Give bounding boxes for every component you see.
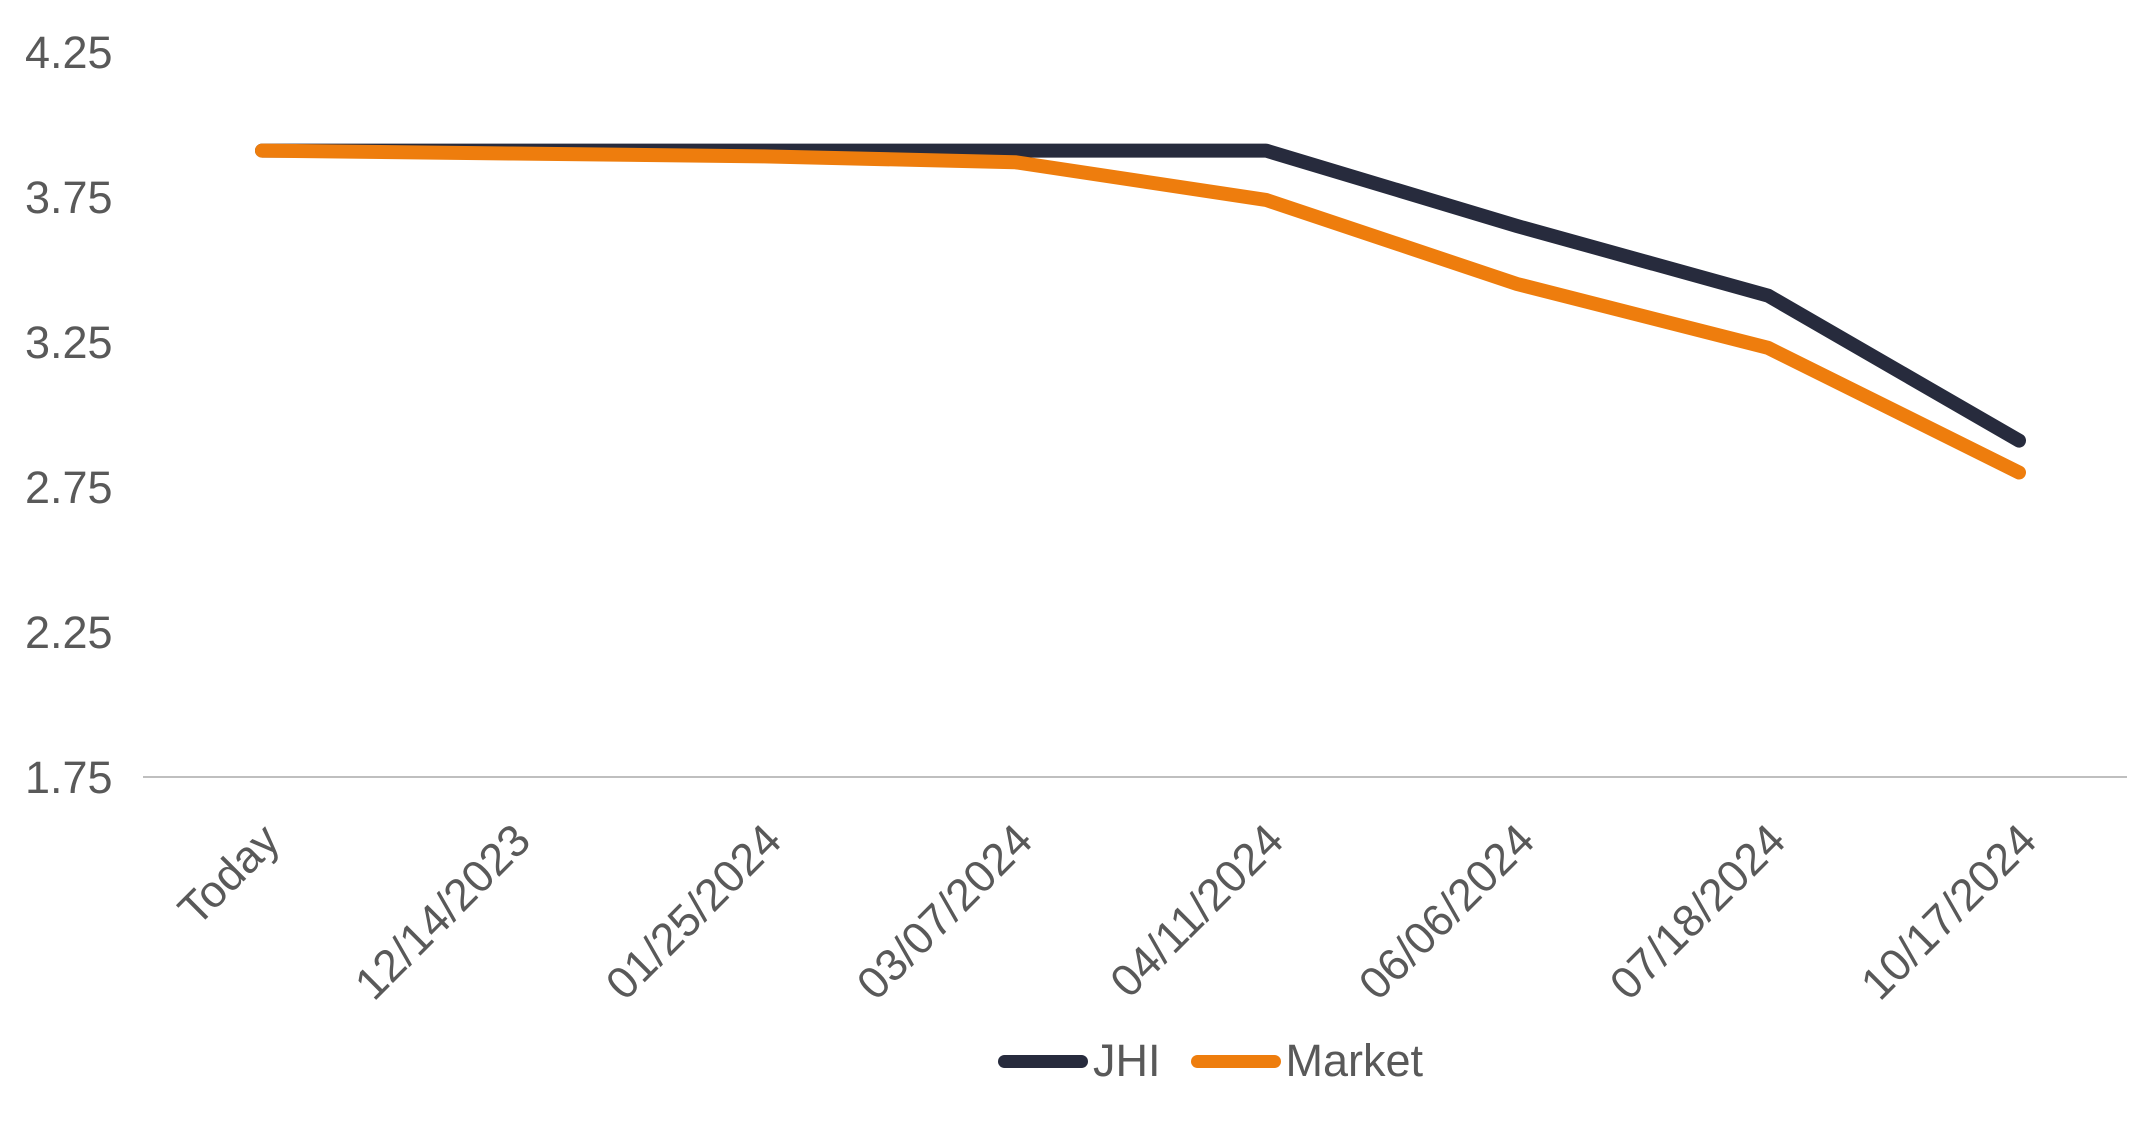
x-tick-label-5: 06/06/2024 bbox=[1349, 814, 1544, 1009]
x-tick-label-0: Today bbox=[168, 814, 289, 935]
jhi-line-swatch bbox=[998, 1054, 1088, 1068]
y-tick-label-3.25: 3.25 bbox=[25, 317, 113, 368]
y-tick-label-1.75: 1.75 bbox=[25, 752, 113, 803]
market-legend-label: Market bbox=[1285, 1035, 1424, 1086]
jhi-line bbox=[255, 143, 2026, 448]
y-tick-label-2.25: 2.25 bbox=[25, 607, 113, 658]
market-line bbox=[255, 143, 2026, 480]
legend: JHI Market bbox=[998, 1036, 1423, 1086]
y-tick-label-4.25: 4.25 bbox=[25, 27, 113, 78]
x-tick-label-4: 04/11/2024 bbox=[1100, 814, 1293, 1007]
legend-item-market: Market bbox=[1190, 1035, 1424, 1086]
jhi-legend-label: JHI bbox=[1093, 1035, 1161, 1086]
x-tick-label-1: 12/14/2023 bbox=[345, 814, 540, 1009]
x-tick-label-2: 01/25/2024 bbox=[596, 814, 791, 1009]
legend-item-jhi: JHI bbox=[998, 1036, 1161, 1086]
x-tick-label-6: 07/18/2024 bbox=[1600, 814, 1795, 1009]
x-tick-label-3: 03/07/2024 bbox=[847, 814, 1042, 1009]
market-line-swatch bbox=[1190, 1054, 1281, 1068]
y-tick-label-3.75: 3.75 bbox=[25, 172, 113, 223]
x-tick-label-7: 10/17/2024 bbox=[1851, 814, 2046, 1009]
y-tick-label-2.75: 2.75 bbox=[25, 462, 113, 513]
